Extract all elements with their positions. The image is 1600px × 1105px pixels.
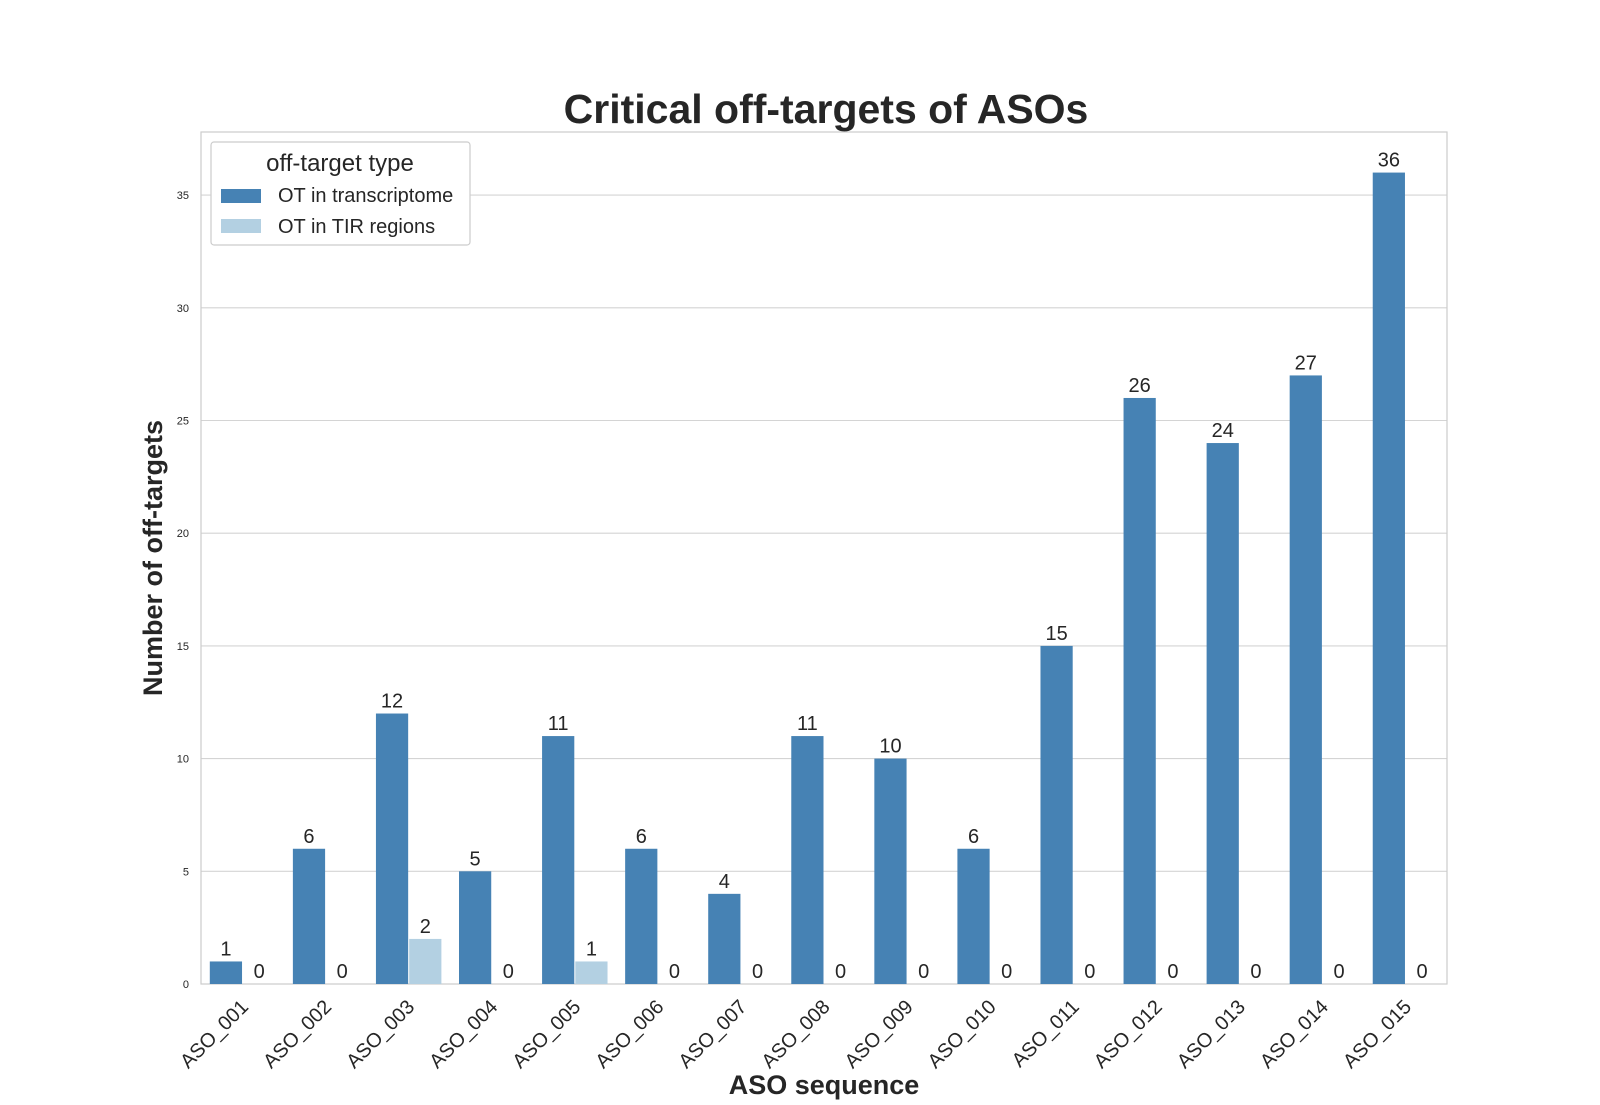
bar-value-label: 0 xyxy=(669,961,680,983)
y-tick-label: 30 xyxy=(177,303,189,315)
y-axis-ticks: 0 5 10 15 20 25 30 35 xyxy=(177,190,189,991)
x-tick-label: ASO_004 xyxy=(425,996,502,1073)
y-tick-label: 35 xyxy=(177,190,189,202)
bar-value-label: 12 xyxy=(381,691,403,713)
bar-value-label: 0 xyxy=(503,961,514,983)
x-tick-label: ASO_003 xyxy=(342,996,419,1073)
bar-value-label: 0 xyxy=(918,961,929,983)
y-tick-label: 15 xyxy=(177,641,189,653)
y-tick-label: 5 xyxy=(183,866,189,878)
bar-transcriptome xyxy=(375,713,409,984)
bar-tir xyxy=(575,961,608,984)
bar-value-label: 15 xyxy=(1045,623,1067,645)
bar-transcriptome xyxy=(625,848,658,984)
bar-value-label: 26 xyxy=(1129,375,1151,397)
bar-value-label: 10 xyxy=(879,736,901,758)
gridlines xyxy=(201,194,1447,985)
bar-value-label: 6 xyxy=(303,826,314,848)
plot-frame xyxy=(200,131,1448,985)
bar-value-label: 2 xyxy=(420,916,431,938)
x-tick-label: ASO_010 xyxy=(924,996,1001,1073)
bar-value-label: 11 xyxy=(797,713,818,735)
bar-value-label: 0 xyxy=(254,961,265,983)
bar-value-label: 11 xyxy=(548,713,569,735)
bar-transcriptome xyxy=(708,893,741,984)
x-tick-label: ASO_008 xyxy=(758,996,835,1073)
x-tick-label: ASO_015 xyxy=(1339,996,1416,1073)
legend-swatch-transcriptome xyxy=(221,189,261,203)
x-axis-label: ASO sequence xyxy=(729,1070,920,1100)
bar-value-label: 0 xyxy=(1417,961,1428,983)
bar-value-label: 0 xyxy=(1001,961,1012,983)
x-tick-label: ASO_007 xyxy=(675,996,752,1073)
bar-transcriptome xyxy=(791,736,824,984)
x-tick-label: ASO_006 xyxy=(592,996,669,1073)
legend-label-tir: OT in TIR regions xyxy=(278,216,435,238)
bar-value-label: 0 xyxy=(1333,961,1344,983)
bar-value-label: 1 xyxy=(220,938,231,960)
x-tick-label: ASO_014 xyxy=(1256,996,1333,1073)
bar-value-label: 0 xyxy=(1084,961,1095,983)
chart-title: Critical off-targets of ASOs xyxy=(564,86,1089,132)
bar-value-label: 0 xyxy=(337,961,348,983)
y-tick-label: 20 xyxy=(177,528,189,540)
y-tick-label: 0 xyxy=(183,979,189,991)
bar-value-label: 6 xyxy=(968,826,979,848)
x-tick-label: ASO_009 xyxy=(841,996,918,1073)
bar-value-label: 6 xyxy=(636,826,647,848)
x-tick-label: ASO_012 xyxy=(1090,996,1167,1073)
bar-value-label: 27 xyxy=(1295,352,1317,374)
bar-transcriptome xyxy=(1372,172,1405,985)
bar-value-label: 0 xyxy=(1250,961,1261,983)
y-tick-label: 10 xyxy=(177,754,189,766)
bar-value-label: 0 xyxy=(835,961,846,983)
bar-value-label: 0 xyxy=(752,961,763,983)
bar-transcriptome xyxy=(1289,375,1322,984)
bar-value-label: 5 xyxy=(470,848,481,870)
x-axis-ticks: ASO_001 ASO_002 ASO_003 ASO_004 ASO_005 ASO_0… xyxy=(176,996,1416,1073)
y-axis-label: Number of off-targets xyxy=(138,420,168,696)
bar-transcriptome xyxy=(1123,397,1156,984)
bar-transcriptome xyxy=(1040,645,1073,984)
legend-box xyxy=(210,141,471,246)
bars xyxy=(209,172,1405,985)
legend-title: off-target type xyxy=(266,150,414,177)
bar-transcriptome xyxy=(874,758,907,984)
bar-value-label: 36 xyxy=(1378,150,1400,172)
bar-value-label: 1 xyxy=(586,938,597,960)
legend-label-transcriptome: OT in transcriptome xyxy=(278,185,453,207)
bar-value-label: 0 xyxy=(1167,961,1178,983)
bar-transcriptome xyxy=(542,736,575,984)
x-tick-label: ASO_013 xyxy=(1173,996,1250,1073)
x-tick-label: ASO_005 xyxy=(508,996,585,1073)
legend: off-target type OT in transcriptome OT i… xyxy=(210,141,471,246)
bar-transcriptome xyxy=(459,871,492,984)
x-tick-label: ASO_001 xyxy=(176,996,253,1073)
bar-tir xyxy=(409,938,442,984)
bar-transcriptome xyxy=(209,961,243,984)
bar-transcriptome xyxy=(292,848,326,984)
bar-value-label: 4 xyxy=(719,871,730,893)
bar-value-label: 24 xyxy=(1212,420,1234,442)
legend-swatch-tir xyxy=(221,219,261,233)
bar-transcriptome xyxy=(1206,443,1239,984)
y-tick-label: 25 xyxy=(177,416,189,428)
bar-transcriptome xyxy=(957,848,990,984)
x-tick-label: ASO_002 xyxy=(259,996,336,1073)
x-tick-label: ASO_011 xyxy=(1008,996,1084,1072)
